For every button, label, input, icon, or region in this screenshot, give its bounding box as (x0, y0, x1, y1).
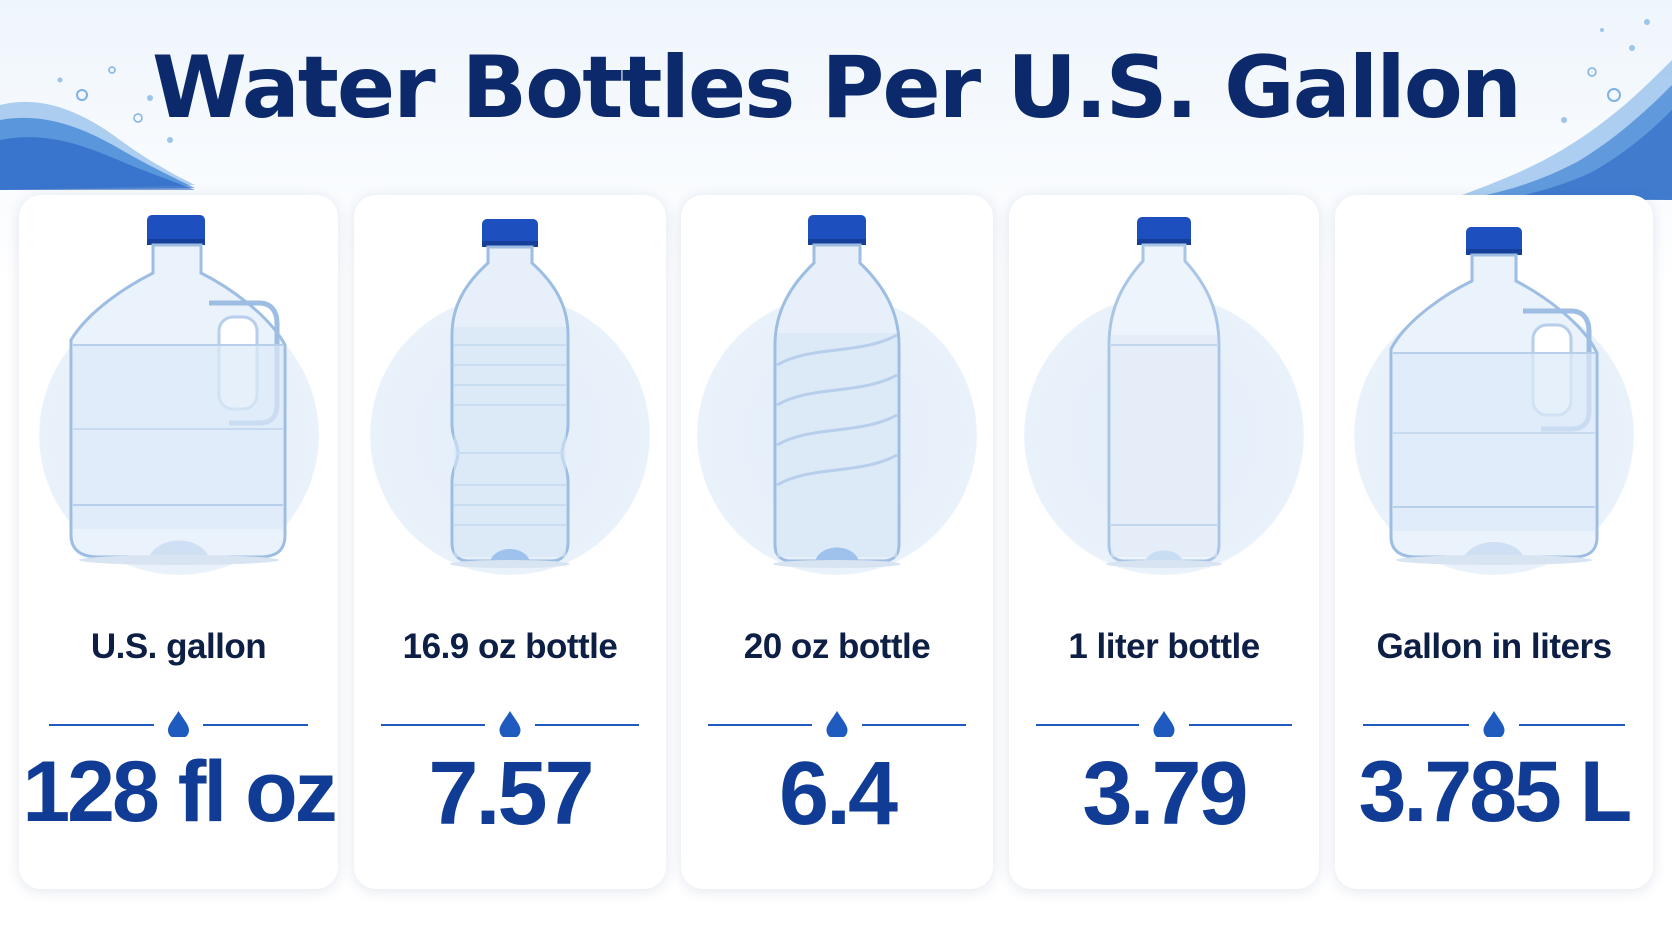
card-value: 6.4 (778, 744, 898, 844)
droplet-divider-icon (1363, 711, 1625, 737)
card-gallon-in-liters: Gallon in liters 3.785 L (1335, 195, 1653, 889)
droplet-divider-icon (708, 711, 966, 737)
gallon-jug-icon (69, 215, 287, 565)
card-label: 20 oz bottle (743, 627, 931, 666)
ribbed-bottle-icon (450, 219, 570, 568)
card-us-gallon: U.S. gallon 128 fl oz (19, 195, 338, 889)
water-splash-left-icon (0, 66, 195, 190)
droplet-divider-icon (1036, 711, 1292, 737)
card-label: 16.9 oz bottle (402, 627, 618, 666)
card-20-oz-bottle: 20 oz bottle 6.4 (681, 195, 993, 889)
swirl-bottle-icon (773, 215, 901, 568)
droplet-divider-icon (381, 711, 639, 737)
card-16-9-oz-bottle: 16.9 oz bottle 7.57 (354, 195, 666, 889)
card-value: 128 fl oz (22, 744, 337, 840)
card-label: U.S. gallon (90, 627, 267, 666)
card-1-liter-bottle: 1 liter bottle 3.79 (1009, 195, 1319, 889)
cards-row: U.S. gallon 128 fl oz 16.9 oz bottl (19, 195, 1653, 889)
card-value: 3.79 (1082, 744, 1248, 844)
droplet-divider-icon (49, 711, 308, 737)
card-value: 7.57 (428, 744, 594, 844)
card-value: 3.785 L (1358, 744, 1633, 840)
card-label: Gallon in liters (1376, 627, 1612, 666)
liter-bottle-icon (1106, 217, 1222, 568)
page-title: Water Bottles Per U.S. Gallon (151, 38, 1522, 138)
gallon-jug-icon (1389, 227, 1599, 565)
card-label: 1 liter bottle (1068, 627, 1260, 666)
water-splash-right-icon (1462, 19, 1672, 200)
